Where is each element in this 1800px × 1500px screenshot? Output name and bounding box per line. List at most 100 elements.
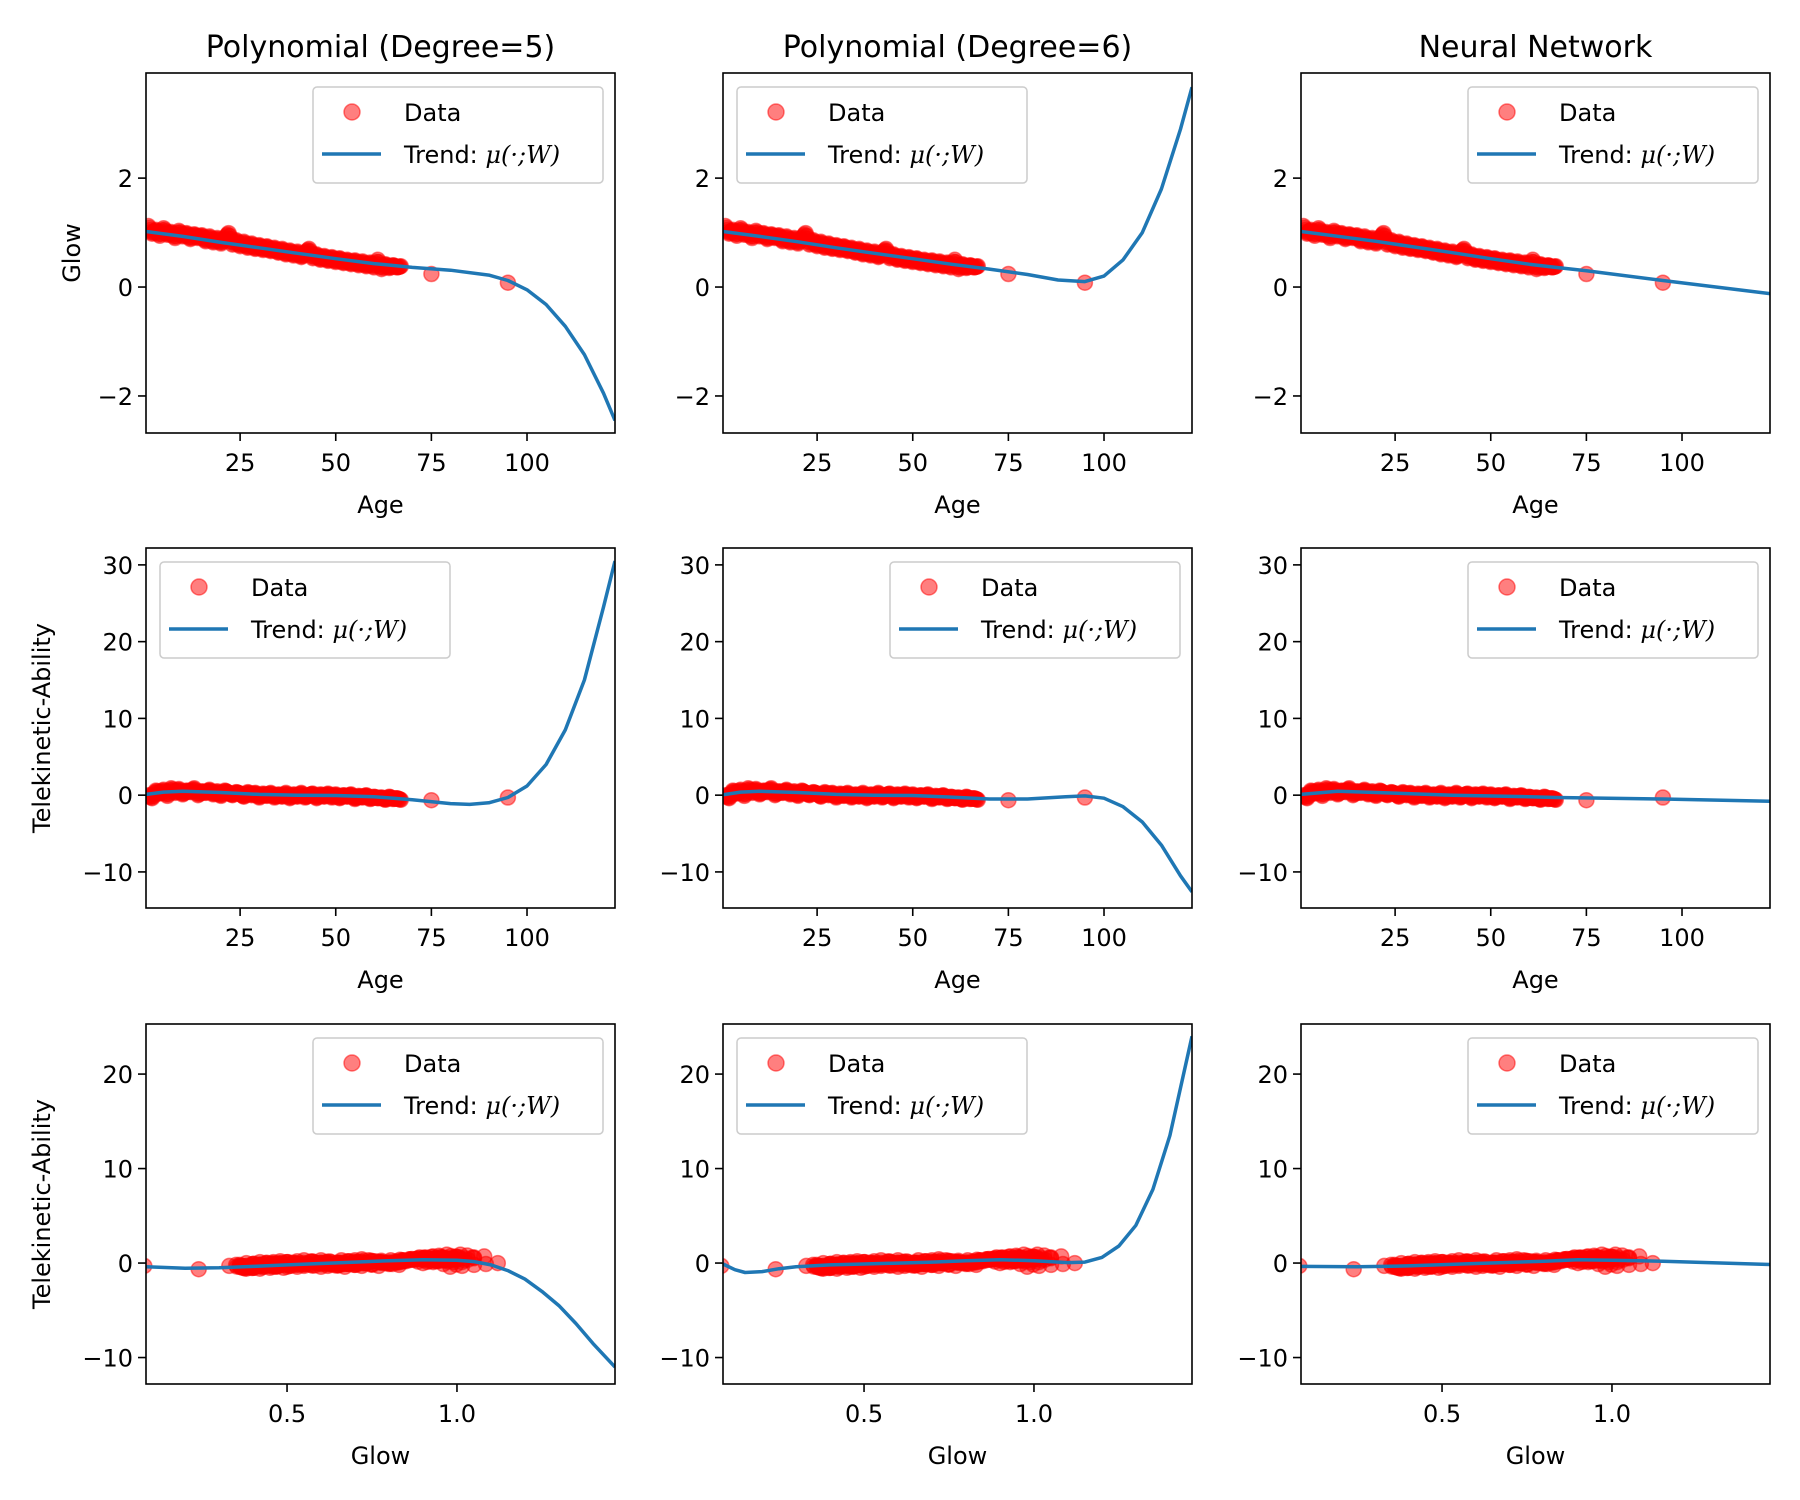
x-tick-label: 50 (897, 924, 928, 952)
x-tick-label: 25 (1380, 449, 1411, 477)
legend-data-label: Data (981, 574, 1038, 602)
trend-line (146, 229, 615, 422)
legend-box (736, 86, 1028, 184)
legend-marker-icon (1498, 1054, 1516, 1072)
legend-data-label: Data (251, 574, 308, 602)
legend-marker-icon (920, 578, 938, 596)
data-point (813, 1260, 830, 1277)
y-tick-label: −2 (675, 383, 710, 411)
legend-trend-label: Trend: μ(·;W) (250, 616, 407, 644)
legend-trend-label: Trend: μ(·;W) (403, 1092, 560, 1120)
x-axis-label: Age (1512, 491, 1558, 519)
legend-marker-icon (767, 1054, 785, 1072)
x-tick-label: 50 (897, 449, 928, 477)
legend-box (736, 1037, 1028, 1135)
x-tick-label: 1.0 (438, 1400, 476, 1428)
x-tick-label: 50 (1475, 924, 1506, 952)
trend-line (1301, 1257, 1770, 1269)
legend: Data Trend: μ(·;W) (159, 561, 451, 659)
data-point (841, 1258, 858, 1275)
axes-frame (145, 72, 616, 434)
legend-trend-prefix: Trend: (250, 616, 332, 644)
legend-trend-math: μ(·;W) (1640, 141, 1715, 169)
legend-marker-icon (343, 103, 361, 121)
y-tick-label: −2 (98, 383, 133, 411)
legend-marker-icon (1498, 103, 1516, 121)
legend-data-label: Data (828, 1050, 885, 1078)
trend-line (146, 1257, 615, 1369)
y-tick-label: −10 (659, 1345, 710, 1373)
x-tick-label: 25 (1380, 924, 1411, 952)
trend-line (723, 86, 1192, 284)
legend-box (1467, 561, 1759, 659)
y-tick-label: 0 (695, 782, 710, 810)
y-tick-label: 0 (1273, 274, 1288, 302)
x-tick-label: 0.5 (845, 1400, 883, 1428)
legend-trend-prefix: Trend: (827, 141, 909, 169)
x-tick-label: 0.5 (1423, 1400, 1461, 1428)
y-tick-label: 10 (1257, 1156, 1288, 1184)
y-tick-label: 30 (1257, 552, 1288, 580)
legend: Data Trend: μ(·;W) (1467, 86, 1759, 184)
y-axis-label: Telekinetic-Ability (28, 1099, 56, 1310)
legend-box (889, 561, 1181, 659)
y-tick-label: 0 (1273, 782, 1288, 810)
subplot-title: Polynomial (Degree=6) (783, 30, 1132, 65)
legend-trend-math: μ(·;W) (485, 141, 560, 169)
y-tick-label: 0 (695, 274, 710, 302)
x-tick-label: 75 (993, 924, 1024, 952)
axes-frame (722, 72, 1193, 434)
legend-trend-math: μ(·;W) (485, 1092, 560, 1120)
legend: Data Trend: μ(·;W) (312, 86, 604, 184)
legend: Data Trend: μ(·;W) (736, 1037, 1028, 1135)
legend-trend-prefix: Trend: (1558, 141, 1640, 169)
legend-marker-icon (767, 103, 785, 121)
x-tick-label: 0.5 (268, 1400, 306, 1428)
legend-data-label: Data (404, 99, 461, 127)
legend-box (1467, 1037, 1759, 1135)
trend-line (723, 1035, 1192, 1275)
legend: Data Trend: μ(·;W) (312, 1037, 604, 1135)
y-tick-label: 10 (102, 1156, 133, 1184)
legend-trend-prefix: Trend: (403, 1092, 485, 1120)
subplot-2-3: 25 50 75 100 −10 0 10 20 30 Age Data Trend: μ(·;W) (1237, 547, 1771, 994)
legend-marker-icon (1498, 578, 1516, 596)
x-tick-label: 100 (1081, 924, 1127, 952)
legend: Data Trend: μ(·;W) (889, 561, 1181, 659)
legend-marker-icon (190, 578, 208, 596)
legend-trend-prefix: Trend: (1558, 1092, 1640, 1120)
y-tick-label: −10 (1237, 859, 1288, 887)
x-tick-label: 25 (225, 449, 256, 477)
x-tick-label: 50 (1475, 449, 1506, 477)
y-tick-label: −10 (1237, 1345, 1288, 1373)
subplot-title: Polynomial (Degree=5) (206, 30, 555, 65)
legend-trend-label: Trend: μ(·;W) (1558, 1092, 1715, 1120)
legend: Data Trend: μ(·;W) (1467, 561, 1759, 659)
legend-trend-prefix: Trend: (403, 141, 485, 169)
axes-frame (1300, 547, 1771, 909)
legend-trend-prefix: Trend: (827, 1092, 909, 1120)
y-tick-label: −2 (1253, 383, 1288, 411)
x-axis-label: Glow (928, 1442, 988, 1470)
legend: Data Trend: μ(·;W) (1467, 1037, 1759, 1135)
subplot-2-1: 25 50 75 100 −10 0 10 20 30 Age Telekinetic-Abilit… (28, 547, 616, 994)
legend-trend-math: μ(·;W) (332, 616, 407, 644)
y-tick-label: −10 (82, 1345, 133, 1373)
x-axis-label: Age (934, 491, 980, 519)
legend-data-label: Data (1559, 1050, 1616, 1078)
legend-box (312, 86, 604, 184)
legend-marker-icon (343, 1054, 361, 1072)
legend-trend-label: Trend: μ(·;W) (980, 616, 1137, 644)
x-axis-label: Age (934, 966, 980, 994)
trend-line (146, 560, 615, 807)
x-axis-label: Glow (1506, 1442, 1566, 1470)
axes-frame (1300, 72, 1771, 434)
y-tick-label: 0 (1273, 1250, 1288, 1278)
x-tick-label: 25 (225, 924, 256, 952)
legend-trend-math: μ(·;W) (1640, 616, 1715, 644)
x-tick-label: 1.0 (1015, 1400, 1053, 1428)
legend: Data Trend: μ(·;W) (736, 86, 1028, 184)
y-axis-label: Telekinetic-Ability (28, 623, 56, 834)
y-tick-label: 0 (118, 1250, 133, 1278)
